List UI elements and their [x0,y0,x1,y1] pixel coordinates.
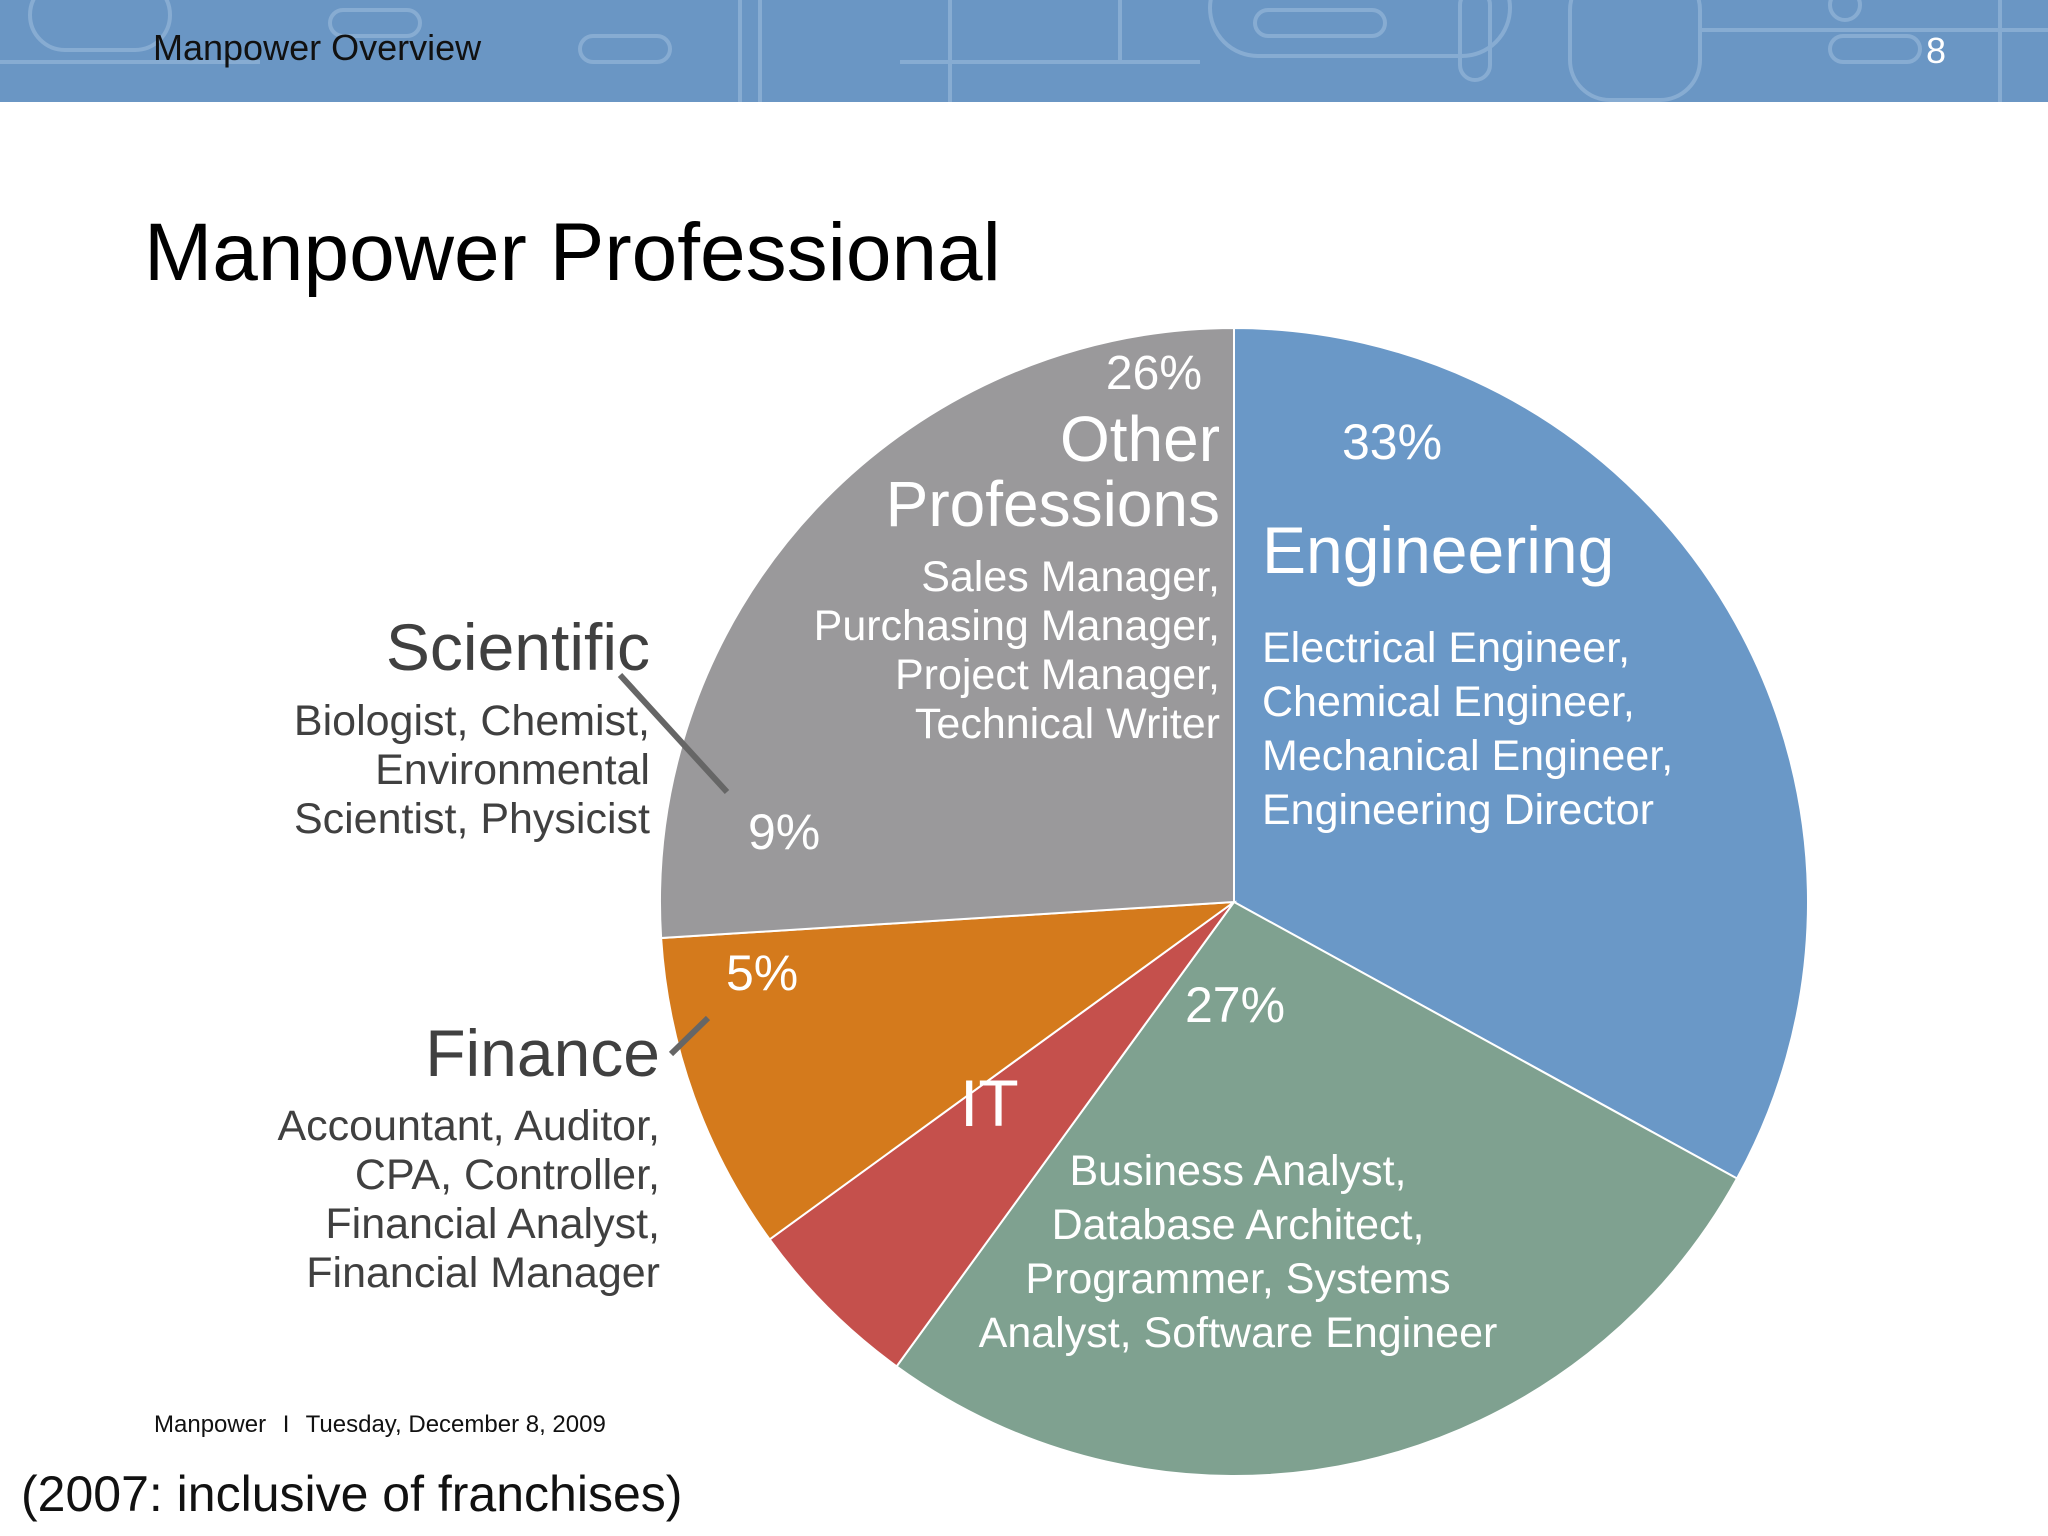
footer-separator: I [282,1411,290,1438]
header-banner: Manpower Overview 8 [0,0,2048,102]
banner-pattern [0,0,2048,102]
leader-line-finance [668,1015,711,1057]
slice-label-scientific-pct: 9% [748,804,821,860]
slice-roles-engineering: Electrical Engineer, Chemical Engineer, … [1262,621,1673,837]
role-line: Accountant, Auditor, [277,1102,661,1150]
slice-name-other-line2: Professions [885,468,1220,540]
role-line: Environmental [375,746,650,794]
role-line: Electrical Engineer, [1262,624,1631,672]
footer-company: Manpower [154,1411,267,1438]
pie-slice-other-professions [659,326,1235,940]
pie-slice-engineering [1233,326,1809,1180]
footer-date: Tuesday, December 8, 2009 [305,1411,606,1438]
slice-label-engineering-pct: 33% [1342,414,1443,470]
role-line: Engineering Director [1262,786,1654,834]
pie-slice-finance [768,901,1235,1368]
page-number: 8 [1925,30,1946,71]
slice-name-scientific: Scientific [385,610,650,684]
role-line: CPA, Controller, [354,1151,660,1199]
role-line: Project Manager, [894,651,1220,699]
role-line: Programmer, Systems [1025,1255,1451,1303]
role-line: Biologist, Chemist, [293,697,650,745]
role-line: Mechanical Engineer, [1262,732,1674,780]
role-line: Technical Writer [914,700,1220,748]
slice-name-it: IT [960,1066,1019,1140]
role-line: Sales Manager, [921,553,1220,601]
slice-label-it-pct: 27% [1185,977,1286,1033]
slice-name-other-line1: Other [1059,403,1220,475]
footnote: (2007: inclusive of franchises) [21,1466,683,1522]
pie-slice-it [895,900,1739,1477]
slide-title: Manpower Professional [144,207,1001,298]
slice-roles-scientific: Biologist, Chemist, Environmental Scient… [294,697,650,844]
footer: Manpower I Tuesday, December 8, 2009 [154,1411,606,1439]
slice-name-engineering: Engineering [1262,513,1615,587]
banner-title: Manpower Overview [153,27,482,68]
role-line: Scientist, Physicist [293,795,650,843]
slice-label-other-pct: 26% [1105,347,1202,400]
role-line: Analyst, Software Engineer [978,1309,1498,1357]
slice-roles-it: Business Analyst, Database Architect, Pr… [938,1144,1538,1360]
role-line: Financial Manager [306,1249,660,1297]
slice-roles-finance: Accountant, Auditor, CPA, Controller, Fi… [278,1102,661,1298]
slice-roles-other: Sales Manager, Purchasing Manager, Proje… [814,553,1220,749]
pie-slice-scientific [660,900,1238,1241]
role-line: Business Analyst, [1069,1147,1407,1195]
slice-name-finance: Finance [425,1016,660,1090]
slice-label-finance-pct: 5% [726,945,799,1001]
role-line: Financial Analyst, [325,1200,660,1248]
role-line: Chemical Engineer, [1262,678,1635,726]
role-line: Database Architect, [1051,1201,1425,1249]
role-line: Purchasing Manager, [813,602,1220,650]
leader-line-scientific [617,672,730,795]
